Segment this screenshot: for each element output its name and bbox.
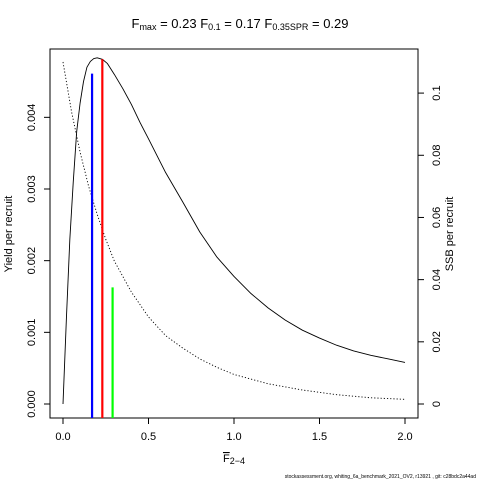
y-right-tick-label: 0.1 [431, 85, 443, 100]
y-left-tick-label: 0.000 [26, 390, 38, 418]
title-part-subscript: 0.1 [208, 22, 221, 32]
x-axis-title: F2−4 [223, 453, 245, 466]
y-axis-right: 0 0.02 0.04 0.06 0.08 0.1 [417, 85, 443, 407]
x-tick-label: 0.5 [141, 431, 156, 443]
y-left-tick-label: 0.001 [26, 319, 38, 347]
x-tick-label: 2.0 [397, 431, 412, 443]
footer-note: stockassessment.org, whiting_6a_benchmar… [285, 474, 476, 480]
y-right-tick-label: 0.04 [431, 269, 443, 290]
title-part-main: F [197, 16, 209, 31]
y-right-tick-label: 0.02 [431, 331, 443, 352]
x-axis: 0.0 0.5 1.0 1.5 2.0 [55, 417, 413, 443]
title-part-value: = 0.17 [221, 16, 261, 31]
x-axis-title-subscript: 2−4 [230, 456, 245, 466]
title-part-main: F [131, 16, 139, 31]
title-part-main: F [261, 16, 273, 31]
chart-title: Fmax = 0.23 F0.1 = 0.17 F0.35SPR = 0.29 [131, 16, 348, 32]
title-part-subscript: 0.35SPR [272, 22, 309, 32]
y-right-tick-label: 0 [431, 401, 443, 407]
y-axis-left-title: Yield per recruit [3, 196, 15, 273]
y-left-tick-label: 0.003 [26, 175, 38, 203]
x-axis-title-main: F [223, 453, 230, 465]
x-tick-label: 0.0 [55, 431, 70, 443]
series-layer [62, 57, 406, 405]
title-part-value: = 0.29 [308, 16, 348, 31]
yield-per-recruit-curve [62, 57, 406, 405]
title-part-subscript: max [139, 22, 157, 32]
y-right-tick-label: 0.06 [431, 207, 443, 228]
title-part-value: = 0.23 [156, 16, 196, 31]
y-right-tick-label: 0.08 [431, 145, 443, 166]
x-tick-label: 1.0 [226, 431, 241, 443]
x-tick-label: 1.5 [312, 431, 327, 443]
y-left-tick-label: 0.004 [26, 104, 38, 132]
y-axis-right-title: SSB per recruit [444, 197, 456, 272]
y-left-tick-label: 0.002 [26, 247, 38, 275]
reference-lines [90, 59, 114, 418]
y-axis-left: 0.000 0.001 0.002 0.003 0.004 [26, 104, 51, 418]
